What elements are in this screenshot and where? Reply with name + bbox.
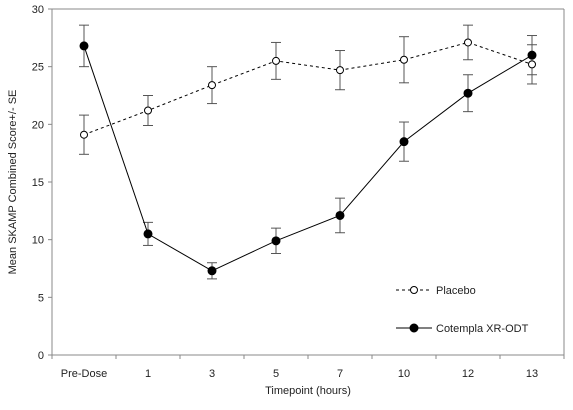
legend-label: Cotempla XR-ODT [436,323,529,335]
cotempla-xr-odt-data-point [143,229,153,239]
legend-marker-sample [410,286,418,294]
y-tick-label: 10 [32,235,44,247]
y-tick-label: 15 [32,177,44,189]
y-tick-label: 30 [32,4,44,16]
y-tick-label: 0 [38,350,44,362]
cotempla-xr-odt-data-point [399,137,409,147]
placebo-data-point [336,66,344,75]
x-tick-label: 12 [462,368,474,380]
placebo-data-point [528,60,536,69]
x-tick-label: Pre-Dose [61,368,107,380]
error-bars [79,24,537,280]
cotempla-xr-odt-data-point [527,50,537,60]
placebo-data-point [208,81,216,90]
y-axis-title: Mean SKAMP Combined Score+/- SE [7,90,19,275]
placebo-data-point [80,130,88,139]
x-tick-label: 7 [337,368,343,380]
legend: Placebo Cotempla XR-ODT [396,285,529,335]
x-axis-title: Timepoint (hours) [265,385,351,397]
legend-marker-sample [409,323,419,333]
x-tick-label: 3 [209,368,215,380]
y-tick-label: 25 [32,62,44,74]
data-markers [79,38,537,276]
placebo-data-point [464,38,472,47]
cotempla-xr-odt-data-point [79,41,89,51]
x-tick-label: 1 [145,368,151,380]
legend-entry-placebo: Placebo [396,285,476,297]
cotempla-xr-odt-data-point [271,236,281,246]
x-tick-label: 13 [526,368,538,380]
legend-label: Placebo [436,285,476,297]
x-tick-label: 10 [398,368,410,380]
y-tick-label: 20 [32,119,44,131]
placebo-data-point [400,55,408,64]
series-lines [83,41,533,272]
cotempla-xr-odt-series-line [83,45,533,272]
legend-entry-cotempla-xr-odt: Cotempla XR-ODT [396,323,529,335]
placebo-series-line [83,41,533,136]
x-tick-label: 5 [273,368,279,380]
cotempla-xr-odt-data-point [335,210,345,220]
cotempla-xr-odt-data-point [463,88,473,98]
y-tick-label: 5 [38,292,44,304]
placebo-data-point [272,56,280,65]
placebo-data-point [144,106,152,115]
cotempla-xr-odt-data-point [207,266,217,276]
